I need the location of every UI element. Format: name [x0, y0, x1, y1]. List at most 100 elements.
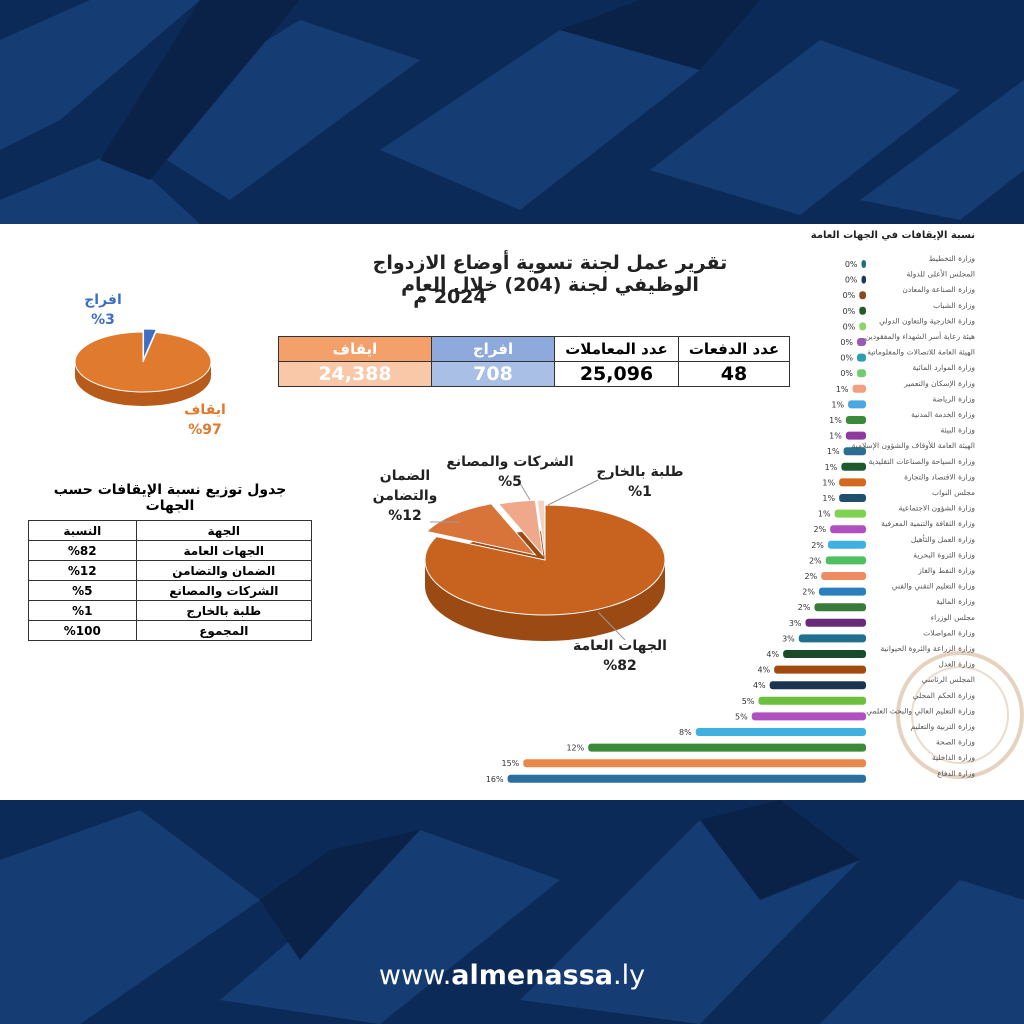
background-shadow: [100, 0, 860, 960]
bar-category-label: الهيئة العامة للاتصالات والمعلوماتية: [867, 348, 975, 357]
bar: [798, 634, 866, 643]
bar: [859, 306, 866, 315]
slice-label: الشركات والمصانع %5: [440, 452, 580, 492]
bar-category-label: وزارة الاقتصاد والتجارة: [904, 472, 975, 481]
cell: الضمان والتضامن: [135, 560, 313, 581]
bar-value-label: 4%: [766, 650, 779, 659]
bar-category-label: وزارة الثقافة والتنمية المعرفية: [881, 519, 975, 528]
bar-value-label: 1%: [818, 510, 831, 519]
bar-category-label: وزارة الثروة البحرية: [913, 550, 975, 559]
bar: [861, 260, 866, 268]
title-line1: تقرير عمل لجنة تسوية أوضاع الازدواج الوظ…: [372, 252, 728, 296]
dist-row: الجهات العامة %82: [28, 540, 313, 561]
bar-category-label: وزارة المالية: [936, 597, 975, 606]
bar-value-label: 0%: [845, 260, 858, 269]
slice-name: الشركات والمصانع: [446, 454, 574, 470]
bar-category-label: وزارة الشؤون الاجتماعية: [899, 504, 976, 513]
bar-value-label: 5%: [735, 712, 748, 721]
cell: الجهات العامة: [135, 540, 313, 561]
header-cell: النسبة: [28, 520, 137, 541]
bar: [588, 743, 866, 752]
cell: المجموع: [135, 620, 313, 641]
bar-value-label: 12%: [566, 744, 584, 753]
bar: [769, 681, 866, 690]
dist-row: المجموع %100: [28, 620, 313, 641]
bar-category-label: وزارة الصحة: [936, 738, 975, 747]
value-cell: 48: [678, 361, 790, 387]
bar-category-label: وزارة الزراعة والثروة الحيوانية: [881, 644, 976, 653]
charts: نسبة الإيقافات في الجهات العامة 0% وزارة ا…: [74, 230, 976, 784]
cell: %5: [28, 580, 137, 601]
bar-category-label: مجلس النواب: [932, 488, 975, 497]
leader-line: [597, 611, 626, 641]
bar-category-label: هيئة رعاية أسر الشهداء والمفقودين: [865, 331, 975, 341]
leader-line: [517, 479, 531, 501]
title-line2: 2024 م: [413, 286, 487, 308]
value-cell: 25,096: [554, 361, 679, 387]
header-cell: الجهة: [135, 520, 313, 541]
bar-value-label: 0%: [840, 338, 853, 347]
bar: [841, 462, 866, 471]
bar-category-label: وزارة التخطيط: [929, 254, 976, 263]
value-cell: 708: [431, 361, 555, 387]
bar: [861, 275, 866, 284]
stamp: [896, 651, 1024, 779]
bar-category-label: وزارة الرياضة: [932, 394, 975, 403]
dist-row: الشركات والمصانع %5: [28, 580, 313, 601]
bar-chart-title: نسبة الإيقافات في الجهات العامة: [811, 230, 975, 241]
bar-value-label: 4%: [753, 681, 766, 690]
bar: [857, 369, 866, 378]
bar: [825, 556, 866, 565]
bar-value-label: 3%: [782, 634, 795, 643]
bar-value-label: 0%: [840, 369, 853, 378]
bar-category-label: مجلس الوزراء: [931, 613, 975, 622]
bar-value-label: 16%: [486, 775, 504, 784]
cell: %82: [28, 540, 137, 561]
bar-value-label: 5%: [742, 697, 755, 706]
summary-value-row: 48 25,096 708 24,388: [278, 361, 790, 387]
bar-category-label: وزارة التعليم العالي والبحث العلمي: [866, 706, 975, 715]
bar-category-label: وزارة المواصلات: [923, 628, 975, 637]
value-cell: 24,388: [278, 361, 432, 387]
slice-value: %3: [91, 312, 115, 328]
bar-category-label: وزارة الخدمة المدنية: [911, 410, 975, 419]
leader-line: [547, 479, 599, 506]
bar-category-label: وزارة التربية والتعليم: [911, 722, 976, 731]
bar: [827, 540, 866, 549]
stamp-inner: [911, 666, 1009, 764]
bar-category-label: الهيئة العامة للأوقاف والشؤون الإسلامية: [852, 440, 975, 450]
slice-value: %12: [388, 508, 422, 524]
bar: [859, 322, 866, 331]
bar-value-label: 15%: [501, 759, 519, 768]
bar-value-label: 1%: [829, 432, 842, 441]
footer-suffix: .ly: [613, 960, 646, 991]
bar: [839, 478, 866, 487]
slice-name: الضمان والتضامن: [372, 468, 438, 504]
cell: طلبة بالخارج: [135, 600, 313, 621]
bar: [857, 338, 866, 346]
header-cell: عدد المعاملات: [554, 336, 679, 362]
bar: [821, 572, 866, 580]
bar: [834, 509, 866, 518]
bar: [830, 525, 866, 534]
bar-value-label: 1%: [831, 400, 844, 409]
bar-category-label: وزارة الدفاع: [937, 769, 975, 778]
slice-value: %97: [188, 422, 222, 438]
bar-category-label: وزارة الخارجية والتعاون الدولي: [879, 316, 975, 325]
bar-category-label: وزارة الموارد المائية: [912, 363, 975, 372]
bar-category-label: المجلس الأعلى للدولة: [906, 269, 975, 279]
bar-category-label: وزارة الحكم المحلي: [913, 691, 976, 700]
slice-label: الضمان والتضامن %12: [360, 466, 450, 526]
slice-name: طلبة بالخارج: [596, 464, 684, 480]
bar-category-label: وزارة التعليم التقني والفني: [892, 582, 976, 591]
dist-header-row: الجهة النسبة: [28, 520, 313, 541]
cell: %1: [28, 600, 137, 621]
slice-name: ايقاف: [184, 402, 226, 418]
bar: [814, 603, 866, 612]
bar: [857, 353, 866, 362]
bar: [848, 400, 866, 409]
bar-value-label: 4%: [757, 666, 770, 675]
